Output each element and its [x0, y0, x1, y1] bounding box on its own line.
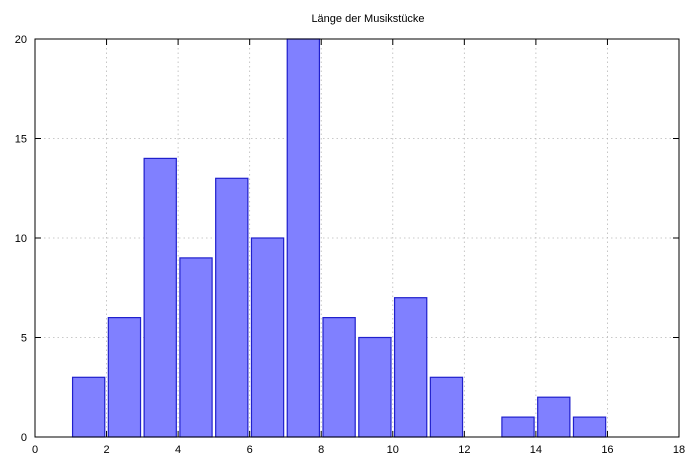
x-tick-label: 12	[458, 444, 470, 456]
y-tick-label: 10	[15, 233, 27, 245]
x-tick-label: 0	[32, 444, 38, 456]
x-tick-label: 4	[175, 444, 181, 456]
bar	[107, 317, 142, 438]
chart-title: Länge der Musikstücke	[311, 13, 424, 25]
grid-lines	[35, 39, 679, 437]
bar	[322, 317, 356, 438]
y-tick-label: 0	[21, 432, 27, 444]
x-tick-labels: 0 2 4 6 8 10 12 14 16 18	[32, 444, 685, 456]
x-tick-label: 10	[387, 444, 399, 456]
bar	[215, 177, 249, 438]
bar	[71, 376, 106, 438]
x-tick-label: 8	[318, 444, 324, 456]
bar	[429, 376, 464, 438]
bars	[71, 38, 607, 438]
x-tick-label: 6	[247, 444, 253, 456]
bar	[358, 336, 392, 438]
bar	[537, 396, 571, 438]
y-tick-labels: 0 5 10 15 20	[15, 34, 27, 444]
y-tick-label: 20	[15, 34, 27, 46]
x-tick-label: 2	[103, 444, 109, 456]
bar	[572, 416, 607, 438]
bar	[393, 297, 428, 438]
x-tick-label: 14	[530, 444, 542, 456]
x-tick-label: 16	[601, 444, 613, 456]
bar	[286, 38, 321, 438]
axis-ticks	[34, 38, 680, 438]
bar	[250, 237, 285, 438]
bar	[179, 257, 213, 438]
bar	[143, 157, 177, 438]
y-tick-label: 15	[15, 134, 27, 146]
x-tick-label: 18	[673, 444, 685, 456]
y-tick-label: 5	[21, 333, 27, 345]
bar	[501, 416, 535, 438]
